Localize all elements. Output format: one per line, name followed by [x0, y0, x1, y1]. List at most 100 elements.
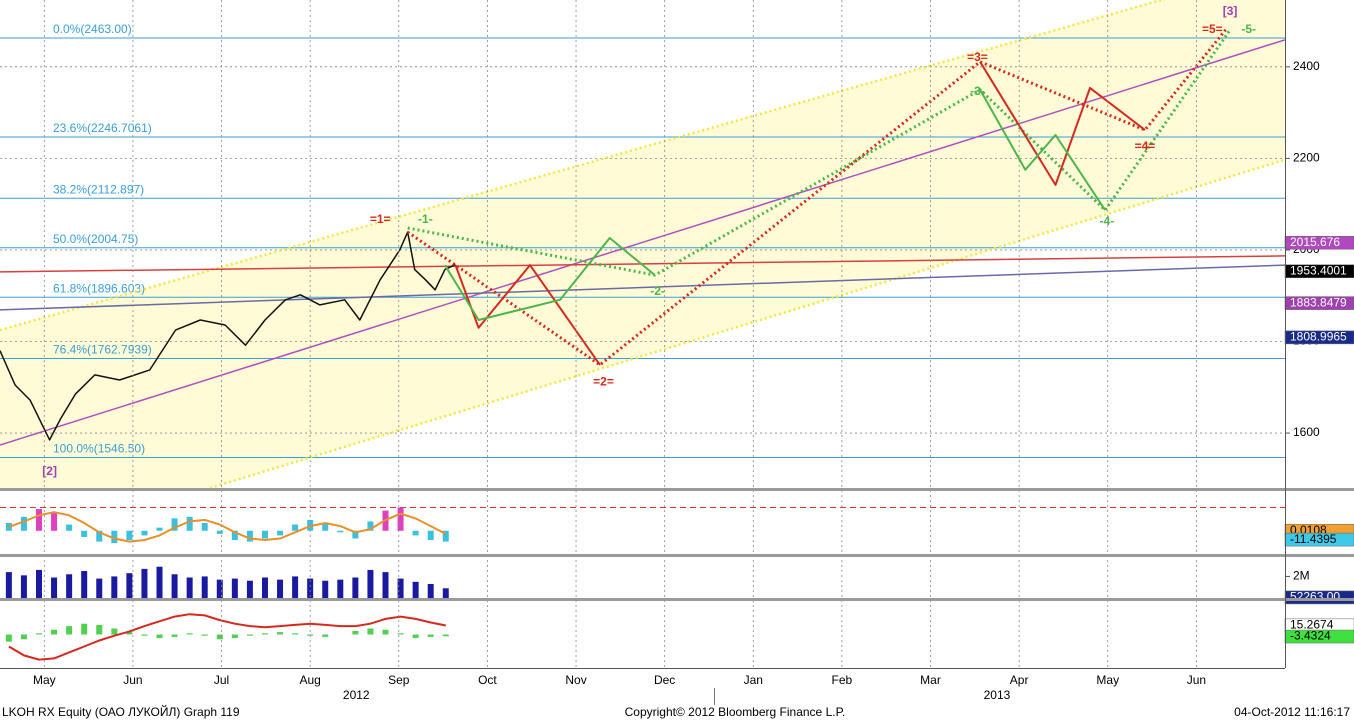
footer-title: LKOH RX Equity (ОАО ЛУКОЙЛ) Graph 119 [2, 704, 240, 719]
indicator-bar [397, 507, 404, 531]
year-label: 2013 [984, 688, 1011, 702]
x-tick-label: Aug [299, 673, 320, 687]
indicator-bar [277, 632, 284, 635]
indicator-bar [96, 624, 103, 635]
x-tick-label: May [1096, 673, 1119, 687]
fib-label: 50.0%(2004.75) [53, 232, 138, 246]
indicator-bar [231, 578, 238, 598]
wave-label: [3] [1223, 4, 1238, 18]
indicator-bar [352, 630, 359, 635]
indicator-bar [5, 523, 12, 531]
series-line [454, 61, 1146, 366]
panel-separator [0, 598, 1354, 601]
channel-fill [0, 0, 1285, 488]
indicator-bar [51, 629, 58, 635]
y-tick-label: 2M [1293, 569, 1310, 583]
indicator-bar [81, 623, 88, 635]
indicator-bar [367, 569, 374, 598]
x-tick-label: Oct [478, 673, 497, 687]
wave-label: -3- [970, 84, 985, 98]
series-line [0, 231, 456, 441]
indicator-bar [322, 523, 329, 531]
wave-label: =1= [370, 212, 391, 226]
indicator-bar [96, 530, 103, 542]
fib-label: 38.2%(2112.897) [53, 182, 144, 196]
wave-label: =5= [1202, 22, 1223, 36]
indicator-bar [352, 530, 359, 539]
indicator-bar [322, 580, 329, 598]
indicator-bar [261, 530, 268, 539]
last-value-label: 15.2674 [1290, 618, 1334, 632]
last-value-label: 1808.9965 [1290, 330, 1347, 344]
trendline [0, 264, 1285, 311]
indicator-bar [111, 576, 118, 598]
copyright: Copyright© 2012 Bloomberg Finance L.P. [625, 705, 846, 719]
indicator-bar [111, 628, 118, 635]
indicator-bar [156, 527, 163, 531]
wave-label: [2] [42, 464, 57, 478]
x-tick-label: Jul [214, 673, 229, 687]
indicator-bar [141, 568, 148, 598]
x-tick-label: Apr [1010, 673, 1029, 687]
indicator-bar [66, 524, 73, 531]
trendline [0, 39, 1285, 446]
indicator-bar [156, 634, 163, 639]
indicator-bar [382, 572, 389, 598]
indicator-bar [231, 634, 238, 639]
wave-label: -1- [418, 212, 433, 226]
indicator-bar [81, 571, 88, 598]
indicator-bar [201, 634, 208, 636]
wave-label: -2- [650, 284, 665, 298]
indicator-bar [427, 583, 434, 598]
series-line [406, 28, 1227, 367]
y-tick-label: 1600 [1293, 425, 1320, 439]
indicator-bar [126, 573, 133, 598]
indicator-bar [412, 530, 419, 536]
indicator-bar [412, 634, 419, 639]
indicator-bar [427, 530, 434, 541]
indicator-bar [337, 530, 344, 533]
indicator-bar [51, 512, 58, 531]
indicator-bar [186, 516, 193, 531]
indicator-bar [292, 576, 299, 598]
indicator-bar [171, 634, 178, 637]
timestamp: 04-Oct-2012 11:16:17 [1234, 705, 1350, 719]
fib-label: 76.4%(1762.7939) [53, 343, 152, 357]
y-tick-label: 2200 [1293, 151, 1320, 165]
indicator-bar [216, 579, 223, 598]
x-tick-label: Jun [1187, 673, 1206, 687]
x-tick-label: Sep [388, 673, 410, 687]
indicator-bar [442, 634, 449, 637]
y-tick-label: 2400 [1293, 59, 1320, 73]
indicator-bar [277, 579, 284, 598]
indicator-bar [382, 629, 389, 635]
x-tick-label: Nov [565, 673, 586, 687]
indicator-bar [246, 530, 253, 542]
x-tick-label: Feb [832, 673, 853, 687]
year-label: 2012 [343, 688, 370, 702]
indicator-bar [201, 576, 208, 598]
indicator-bar [20, 575, 27, 598]
indicator-bar [261, 633, 268, 635]
indicator-bar [292, 633, 299, 635]
indicator-bar [246, 634, 253, 636]
wave-label: =2= [593, 374, 614, 388]
indicator-bar [171, 518, 178, 531]
indicator-bar [171, 574, 178, 598]
indicator-bar [277, 530, 284, 536]
indicator-bar [66, 626, 73, 635]
indicator-bar [322, 634, 329, 637]
indicator-bar [186, 577, 193, 598]
trendline [0, 0, 1166, 332]
panel-separator [0, 488, 1354, 491]
indicator-bar [246, 580, 253, 598]
indicator-bar [111, 530, 118, 544]
indicator-bar [5, 634, 12, 642]
indicator-bar [352, 577, 359, 598]
indicator-bar [261, 577, 268, 598]
indicator-bar [5, 572, 12, 598]
price-panel: 0.0%(2463.00) 23.6%(2246.7061) 38.2%(2112.… [0, 0, 1285, 488]
indicator-panels [0, 507, 1285, 661]
indicator-bar [35, 569, 42, 598]
